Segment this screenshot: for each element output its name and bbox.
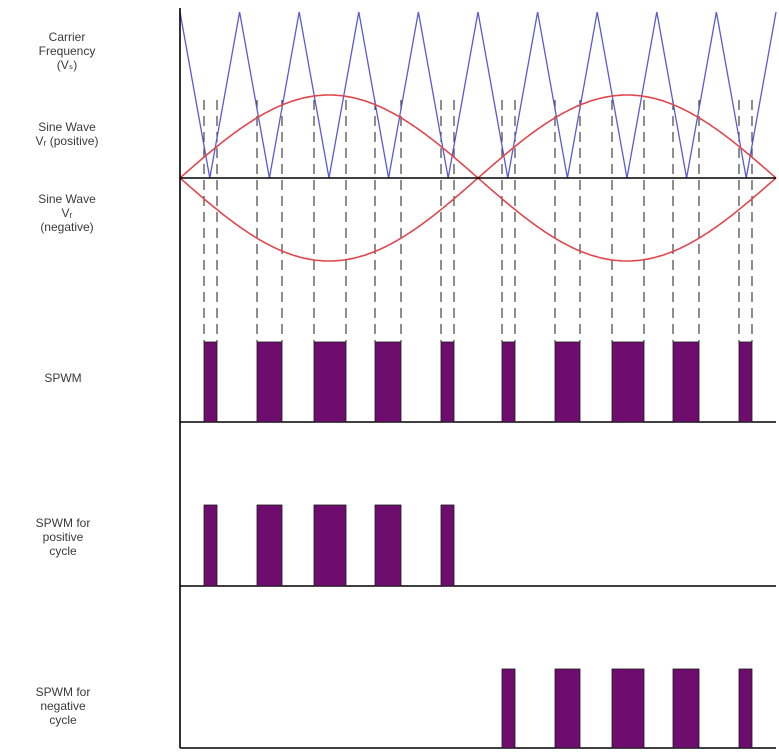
label-carrier-frequency: Carrier Frequency (Vₛ) — [38, 30, 96, 72]
spwm-pulse — [440, 341, 455, 423]
spwm-positive-pulse — [203, 504, 218, 587]
spwm-positive-pulse — [256, 504, 283, 587]
spwm-pulse — [313, 341, 347, 423]
spwm-pulse — [203, 341, 218, 423]
spwm-negative-pulse-train — [501, 668, 753, 749]
spwm-positive-pulse-train — [203, 504, 455, 587]
spwm-positive-pulse — [374, 504, 402, 587]
spwm-negative-pulse — [554, 668, 581, 749]
spwm-pulse — [501, 341, 516, 423]
label-sine-wave-negative: Sine Wave Vᵣ (negative) — [38, 192, 96, 234]
spwm-negative-pulse — [738, 668, 753, 749]
spwm-pulse — [256, 341, 283, 423]
carrier-triangle-wave — [179, 11, 777, 179]
spwm-pulse — [738, 341, 753, 423]
spwm-pulse — [554, 341, 581, 423]
spwm-pulse — [672, 341, 700, 423]
spwm-negative-pulse — [501, 668, 516, 749]
spwm-negative-pulse — [611, 668, 645, 749]
pulse-edge-guides — [203, 100, 753, 342]
spwm-pulse — [611, 341, 645, 423]
label-spwm-negative-cycle: SPWM for negative cycle — [35, 685, 91, 727]
spwm-pulse-train — [203, 341, 753, 423]
spwm-positive-pulse — [313, 504, 347, 587]
spwm-negative-pulse — [672, 668, 700, 749]
label-spwm: SPWM — [44, 371, 82, 385]
spwm-positive-pulse — [440, 504, 455, 587]
label-spwm-positive-cycle: SPWM for positive cycle — [35, 516, 91, 558]
spwm-pulse — [374, 341, 402, 423]
label-sine-wave-positive: Sine Wave Vᵣ (positive) — [35, 120, 99, 148]
